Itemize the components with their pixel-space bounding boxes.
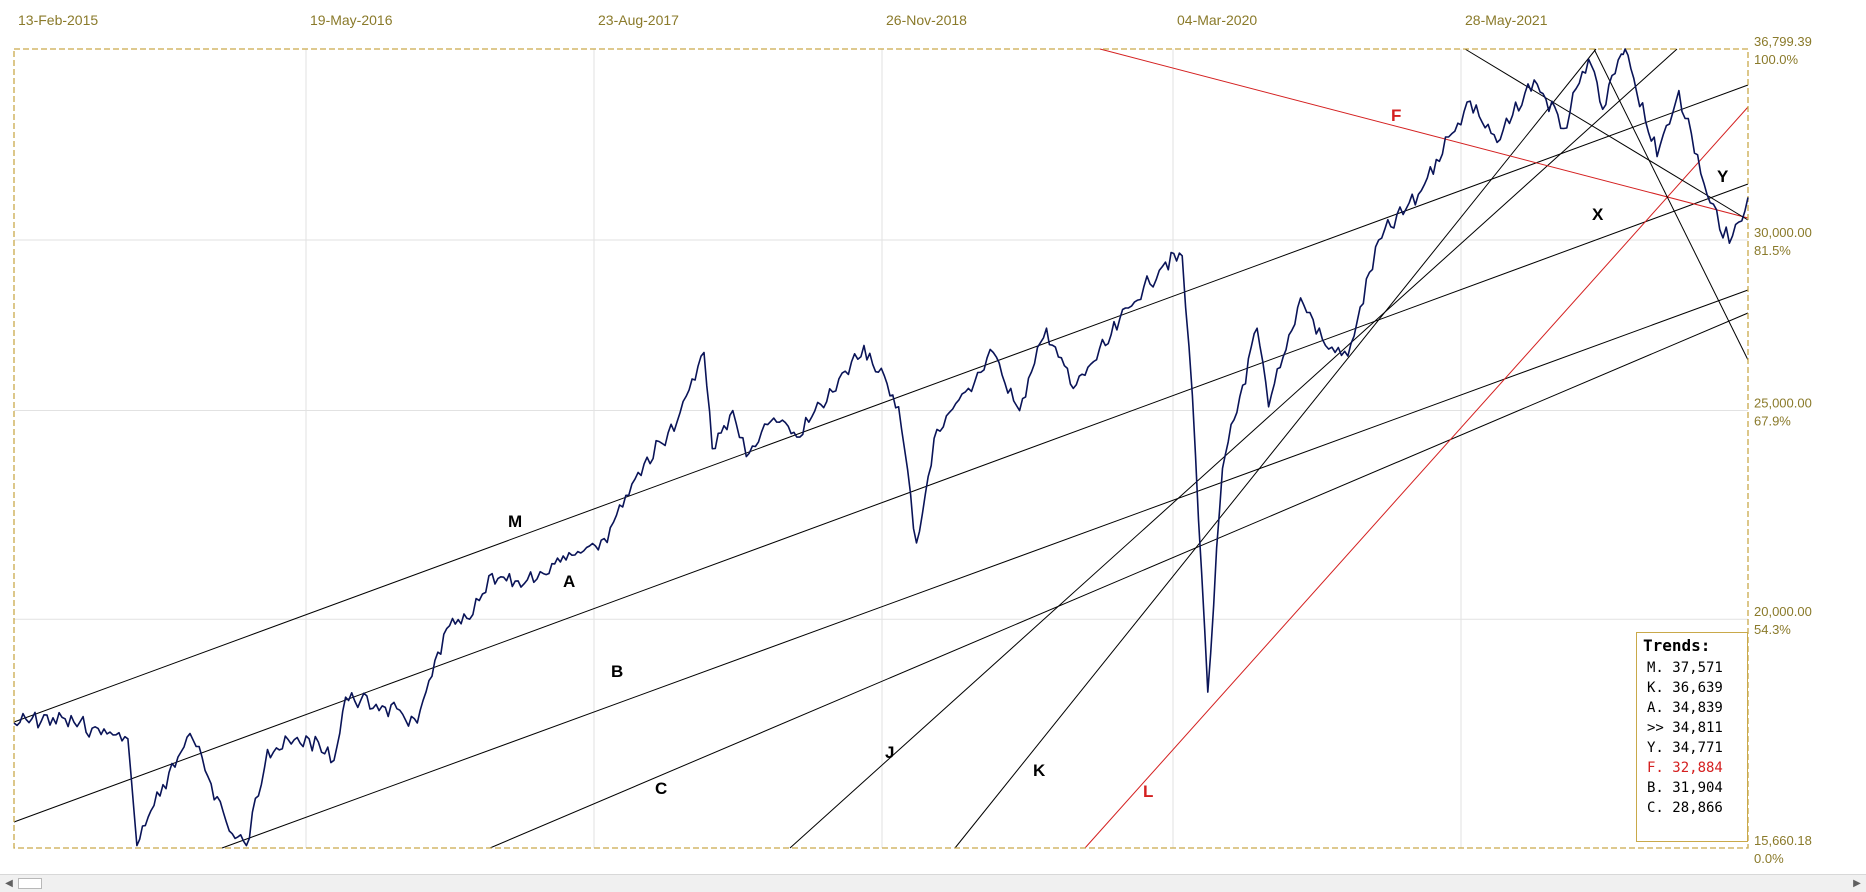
trend-row-k: K. 36,639	[1647, 680, 1723, 696]
trendline-m	[13, 84, 1749, 723]
trendline-label-y: Y	[1717, 167, 1729, 186]
trendline-y	[1593, 48, 1749, 361]
y-tick-percent: 81.5%	[1754, 243, 1791, 258]
trendline-f	[1099, 48, 1749, 219]
x-tick-label: 13-Feb-2015	[18, 12, 98, 28]
trendline-label-m: M	[508, 512, 522, 531]
scroll-left-arrow-icon[interactable]: ◀	[5, 878, 13, 889]
trend-row-c: C. 28,866	[1647, 800, 1723, 816]
trend-row-a: A. 34,839	[1647, 700, 1723, 716]
y-tick-label: 20,000.00	[1754, 604, 1812, 619]
trendline-k	[954, 48, 1597, 849]
y-tick-percent: 100.0%	[1754, 52, 1799, 67]
x-tick-label: 19-May-2016	[310, 12, 393, 28]
y-tick-label: 15,660.18	[1754, 833, 1812, 848]
trendline-label-b: B	[611, 662, 623, 681]
scroll-thumb[interactable]	[18, 878, 42, 889]
y-tick-percent: 0.0%	[1754, 851, 1784, 866]
chart-frame	[13, 48, 1749, 849]
trendline-layer	[13, 48, 1749, 849]
y-tick-label: 25,000.00	[1754, 396, 1812, 411]
price-line-series	[13, 48, 1749, 847]
grid-layer	[14, 49, 1748, 848]
trendline-label-x: X	[1592, 205, 1604, 224]
trendline-label-j: J	[885, 743, 894, 762]
y-tick-label: 36,799.39	[1754, 34, 1812, 49]
trend-row-current: >> 34,811	[1647, 720, 1723, 736]
trendline-labels: M A B C J K L F X Y	[508, 106, 1729, 801]
y-tick-percent: 67.9%	[1754, 414, 1791, 429]
trendline-j	[789, 48, 1678, 849]
trendline-c	[489, 312, 1749, 849]
scroll-right-arrow-icon[interactable]: ▶	[1853, 878, 1861, 889]
trendline-label-k: K	[1033, 761, 1046, 780]
y-tick-percent: 54.3%	[1754, 622, 1791, 637]
x-axis-labels: 13-Feb-2015 19-May-2016 23-Aug-2017 26-Nov-…	[18, 12, 1548, 28]
x-tick-label: 28-May-2021	[1465, 12, 1548, 28]
trend-row-b: B. 31,904	[1647, 780, 1723, 796]
trend-row-y: Y. 34,771	[1647, 740, 1723, 756]
horizontal-scrollbar[interactable]: ◀ ▶	[0, 874, 1866, 892]
x-tick-label: 04-Mar-2020	[1177, 12, 1257, 28]
x-tick-label: 26-Nov-2018	[886, 12, 967, 28]
trend-row-m: M. 37,571	[1647, 660, 1723, 676]
trendline-label-c: C	[655, 779, 667, 798]
trends-title: Trends:	[1643, 636, 1711, 655]
trendline-label-l: L	[1143, 782, 1153, 801]
trendline-label-f: F	[1391, 106, 1401, 125]
trends-legend-box: Trends: M. 37,571 K. 36,639 A. 34,839 >>…	[1636, 632, 1748, 842]
trendline-l	[1084, 106, 1749, 849]
price-series-layer	[13, 48, 1749, 847]
x-tick-label: 23-Aug-2017	[598, 12, 679, 28]
trendline-label-a: A	[563, 572, 575, 591]
trendline-b	[221, 289, 1749, 849]
trend-row-f: F. 32,884	[1647, 760, 1723, 776]
trendline-x	[1464, 48, 1749, 221]
y-axis-labels: 36,799.39 100.0% 30,000.00 81.5% 25,000.00 67…	[1754, 34, 1812, 866]
trendline-a	[13, 183, 1749, 823]
y-tick-label: 30,000.00	[1754, 225, 1812, 240]
